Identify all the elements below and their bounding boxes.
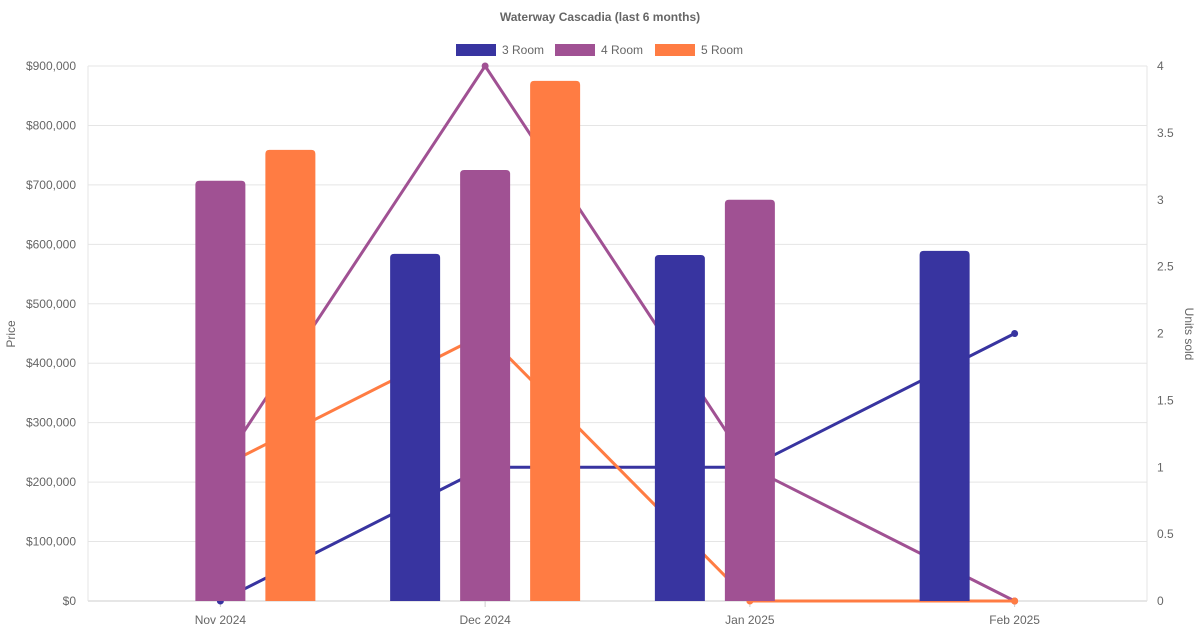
x-tick-label: Nov 2024 — [195, 613, 247, 627]
line-4-room — [219, 63, 1016, 603]
bar-4-room — [460, 170, 511, 601]
bar-3-room — [654, 255, 705, 602]
y-tick-label: $800,000 — [26, 118, 76, 132]
y-tick-label: $0 — [63, 594, 77, 608]
chart-title: Waterway Cascadia (last 6 months) — [500, 10, 700, 24]
y-axis-label: Price — [4, 320, 18, 348]
y2-tick-label: 2.5 — [1157, 260, 1174, 274]
line-point — [1011, 597, 1019, 605]
bar-3-room — [919, 250, 970, 601]
grid: $0 $100,000 $200,000 $300,000 $400,000 $500,0… — [26, 59, 1174, 627]
y2-axis-label: Units sold — [1182, 308, 1196, 361]
legend: 3 Room 4 Room 5 Room — [456, 43, 743, 57]
y-tick-label: $200,000 — [26, 475, 76, 489]
line-point — [1011, 330, 1019, 337]
x-tick-label: Jan 2025 — [725, 613, 775, 627]
bar-5-room — [530, 80, 581, 602]
y2-tick-label: 4 — [1157, 59, 1164, 73]
y2-tick-label: 1 — [1157, 460, 1164, 474]
legend-label: 5 Room — [701, 43, 743, 57]
line-5-room — [219, 331, 1015, 603]
legend-swatch — [456, 44, 496, 56]
y2-tick-label: 0.5 — [1157, 527, 1174, 541]
y-tick-label: $400,000 — [26, 356, 76, 370]
bar-4-room — [195, 180, 246, 601]
y-tick-label: $700,000 — [26, 178, 76, 192]
y-tick-label: $600,000 — [26, 237, 76, 251]
legend-swatch — [555, 44, 595, 56]
y2-tick-label: 0 — [1157, 594, 1164, 608]
legend-swatch — [655, 44, 695, 56]
y-tick-label: $900,000 — [26, 59, 76, 73]
bars-layer — [195, 80, 970, 602]
x-tick-label: Feb 2025 — [989, 613, 1040, 627]
y-tick-label: $100,000 — [26, 535, 76, 549]
y-tick-label: $500,000 — [26, 297, 76, 311]
x-tick-label: Dec 2024 — [459, 613, 511, 627]
y2-tick-label: 3 — [1157, 193, 1164, 207]
lines-layer — [216, 62, 1019, 605]
legend-label: 4 Room — [601, 43, 643, 57]
y2-tick-label: 3.5 — [1157, 126, 1174, 140]
y2-tick-label: 2 — [1157, 327, 1164, 341]
line-point — [481, 62, 489, 70]
y-tick-label: $300,000 — [26, 416, 76, 430]
y2-tick-label: 1.5 — [1157, 393, 1174, 407]
legend-label: 3 Room — [502, 43, 544, 57]
bar-4-room — [724, 199, 775, 601]
bar-3-room — [390, 253, 441, 601]
bar-5-room — [265, 149, 316, 602]
